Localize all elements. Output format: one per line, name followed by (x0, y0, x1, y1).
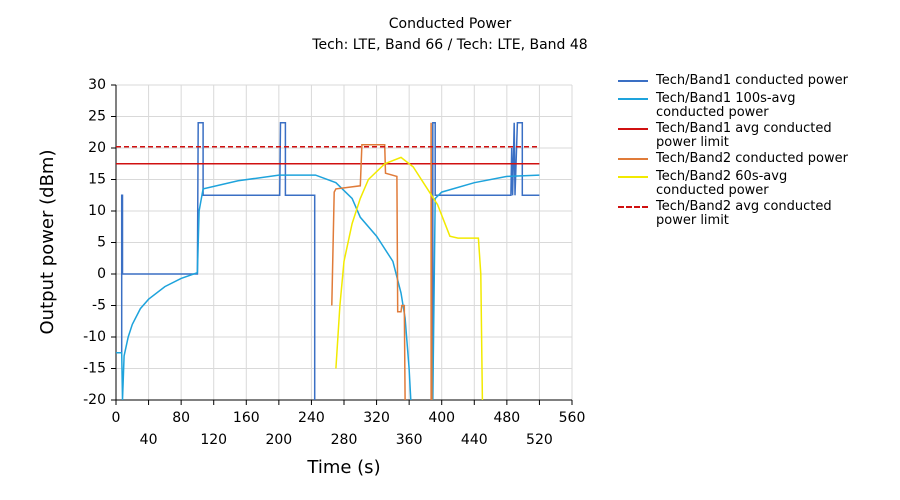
legend-swatch (618, 176, 648, 186)
legend-label: Tech/Band2 60s-avg conducted power (656, 169, 788, 198)
chart-title: Conducted Power (389, 16, 512, 32)
legend: Tech/Band1 conducted power Tech/Band1 100… (618, 74, 848, 230)
series-line (335, 156, 484, 401)
legend-item: Tech/Band1 avg conducted power limit (618, 122, 848, 150)
x-tick-label: 320 (363, 410, 390, 426)
x-tick-label: 160 (233, 410, 260, 426)
legend-label: Tech/Band2 conducted power (656, 151, 848, 166)
x-tick-label: 480 (493, 410, 520, 426)
chart-subtitle: Tech: LTE, Band 66 / Tech: LTE, Band 48 (311, 37, 587, 53)
x-tick-label: 80 (172, 410, 190, 426)
x-tick-label: 560 (559, 410, 586, 426)
series-line (116, 122, 540, 400)
series-line (331, 122, 433, 401)
legend-item: Tech/Band1 conducted power (618, 74, 848, 90)
legend-swatch (618, 206, 648, 216)
legend-label: Tech/Band1 100s-avg conducted power (656, 91, 796, 120)
y-axis-title: Output power (dBm) (37, 150, 58, 335)
legend-item: Tech/Band2 avg conducted power limit (618, 200, 848, 228)
legend-label: Tech/Band1 conducted power (656, 73, 848, 88)
x-tick-label: 240 (298, 410, 325, 426)
legend-swatch (618, 98, 648, 108)
y-tick-label: 10 (88, 203, 106, 219)
x-tick-label: 280 (331, 432, 358, 448)
y-tick-label: -10 (83, 329, 106, 345)
x-tick-label: 400 (428, 410, 455, 426)
x-tick-label: 40 (140, 432, 158, 448)
series-line (116, 174, 540, 401)
y-tick-label: -20 (83, 392, 106, 408)
x-tick-label: 200 (265, 432, 292, 448)
legend-swatch (618, 158, 648, 168)
y-tick-label: 25 (88, 109, 106, 125)
legend-item: Tech/Band2 60s-avg conducted power (618, 170, 848, 198)
x-axis-title: Time (s) (306, 457, 380, 478)
legend-swatch (618, 128, 648, 138)
y-tick-label: 5 (97, 235, 106, 251)
legend-label: Tech/Band2 avg conducted power limit (656, 199, 832, 228)
y-tick-label: 0 (97, 266, 106, 282)
legend-item: Tech/Band2 conducted power (618, 152, 848, 168)
y-tick-label: -15 (83, 361, 106, 377)
x-tick-label: 0 (112, 410, 121, 426)
x-tick-label: 520 (526, 432, 553, 448)
x-tick-label: 120 (200, 432, 227, 448)
legend-item: Tech/Band1 100s-avg conducted power (618, 92, 848, 120)
y-tick-label: 20 (88, 140, 106, 156)
y-tick-label: 30 (88, 77, 106, 93)
y-tick-label: -5 (92, 298, 106, 314)
x-tick-label: 360 (396, 432, 423, 448)
y-tick-label: 15 (88, 172, 106, 188)
x-tick-label: 440 (461, 432, 488, 448)
legend-label: Tech/Band1 avg conducted power limit (656, 121, 832, 150)
legend-swatch (618, 80, 648, 90)
